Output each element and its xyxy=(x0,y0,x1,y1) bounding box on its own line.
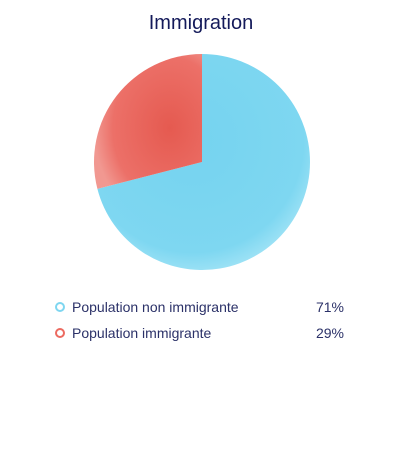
legend-label-immigrant: Population immigrante xyxy=(72,325,212,341)
legend-label-non-immigrant: Population non immigrante xyxy=(72,299,239,315)
legend-value-immigrant: 29% xyxy=(315,325,344,341)
pie-slice-immigrant xyxy=(94,54,202,189)
legend-marker-immigrant xyxy=(55,328,65,338)
legend-item-non-immigrant: Population non immigrante 71% xyxy=(52,294,352,320)
chart-legend: Population non immigrante 71% Population… xyxy=(52,294,352,346)
pie-chart xyxy=(94,54,310,270)
legend-item-immigrant: Population immigrante 29% xyxy=(52,320,352,346)
legend-marker-non-immigrant xyxy=(55,302,65,312)
chart-title: Immigration xyxy=(148,12,254,34)
pie-slice-non-immigrant xyxy=(97,54,310,270)
legend-value-non-immigrant: 71% xyxy=(315,299,344,315)
